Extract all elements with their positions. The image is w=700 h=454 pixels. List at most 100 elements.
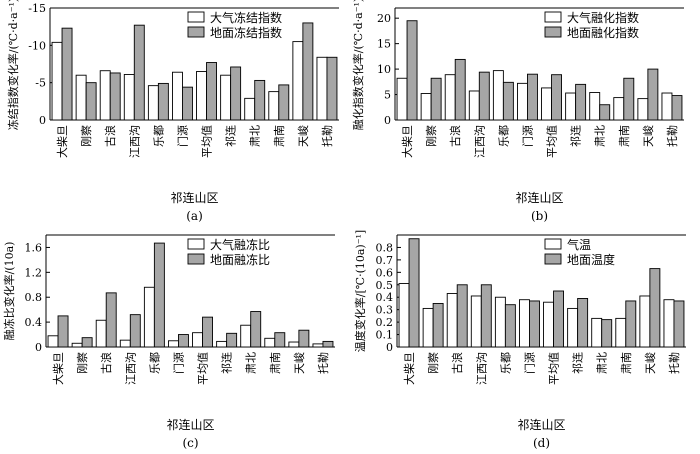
bar-series-2 [250, 311, 262, 348]
y-tick-label: 1.2 [25, 266, 43, 279]
x-tick-label: 肃南 [269, 352, 282, 374]
bar-series-2 [326, 56, 338, 121]
bar-series-1 [168, 340, 179, 348]
x-tick-label: 托勒 [320, 125, 334, 147]
bar-series-1 [519, 299, 530, 348]
bar-series-2 [85, 82, 97, 121]
x-tick-label: 古浪 [99, 352, 113, 374]
bar-series-1 [468, 90, 480, 121]
x-tick-label: 平均值 [546, 125, 559, 158]
legend-swatch [544, 253, 562, 265]
bar-series-1 [268, 91, 280, 121]
bar-series-1 [192, 332, 203, 348]
x-tick-label: 大柴旦 [51, 352, 65, 385]
y-tick-label: 0 [35, 341, 42, 354]
y-tick-label: 0.8 [376, 241, 394, 254]
legend-swatch [544, 238, 562, 250]
legend-swatch [187, 11, 205, 23]
y-tick-label: 20 [377, 12, 391, 25]
bar-series-2 [454, 58, 466, 121]
bar-series-1 [244, 97, 256, 121]
y-tick-label: 0.8 [25, 291, 43, 304]
bar-series-2 [109, 72, 121, 121]
y-tick-label: 0.5 [376, 279, 394, 292]
y-tick-label: 0 [384, 114, 391, 127]
bar-series-1 [47, 335, 59, 348]
bar-series-1 [543, 301, 554, 348]
bar-series-2 [502, 81, 514, 121]
x-tick-label: 门源 [520, 125, 534, 147]
y-tick-label: 1.6 [25, 241, 43, 254]
y-tick-label: -10 [28, 39, 46, 52]
x-tick-label: 托勒 [316, 352, 330, 374]
y-tick-label: 0.7 [376, 254, 394, 267]
x-tick-label: 江西沟 [475, 352, 488, 385]
bar-series-1 [446, 293, 458, 348]
bar-series-2 [671, 95, 683, 121]
bar-series-2 [322, 340, 334, 348]
bar-series-1 [264, 337, 276, 348]
bar-series-1 [517, 82, 528, 121]
bar-series-1 [216, 340, 228, 348]
bar-series-2 [406, 20, 418, 121]
y-tick-label: 0 [39, 114, 46, 127]
y-tick-label: 0 [386, 341, 393, 354]
y-tick-label: 0.6 [376, 266, 394, 279]
bar-series-1 [663, 299, 675, 348]
bar-series-2 [129, 314, 141, 348]
x-axis-label: 祁连山区 [166, 417, 214, 432]
bar-series-1 [639, 295, 651, 348]
bar-series-1 [143, 286, 155, 348]
bar-series-1 [420, 93, 432, 121]
y-axis-label: 温度变化率/[℃·(10a)⁻¹] [353, 230, 367, 352]
y-tick-label: 0.4 [376, 291, 394, 304]
x-tick-label: 古浪 [448, 125, 462, 147]
bar-series-1 [147, 85, 159, 121]
bar-series-1 [444, 74, 456, 121]
bar-series-2 [577, 298, 589, 348]
x-tick-label: 大柴旦 [402, 352, 416, 385]
bar-series-2 [647, 68, 659, 121]
x-tick-label: 古浪 [103, 125, 117, 147]
bar-series-2 [278, 84, 290, 121]
x-tick-label: 肃南 [620, 352, 633, 374]
bar-series-2 [57, 315, 69, 348]
x-tick-label: 肃北 [596, 352, 609, 374]
bar-series-1 [541, 87, 552, 121]
bar-series-2 [182, 86, 193, 121]
bar-series-2 [551, 74, 562, 121]
legend-swatch [187, 253, 205, 265]
x-axis-label: 祁连山区 [515, 190, 563, 205]
x-tick-label: 天峻 [292, 352, 306, 374]
y-tick-label: -5 [35, 77, 46, 90]
bar-series-1 [172, 71, 183, 121]
y-tick-label: 15 [377, 38, 391, 51]
legend-swatch [544, 26, 562, 38]
bar-series-2 [456, 284, 468, 348]
x-tick-label: 肃北 [249, 125, 262, 147]
bar-series-2 [61, 27, 73, 121]
x-tick-label: 天峻 [296, 125, 310, 147]
bar-series-2 [430, 77, 442, 121]
y-tick-label: 0.4 [25, 316, 43, 329]
y-axis-label: 融冻比变化率/(10a) [2, 242, 16, 341]
bar-series-2 [408, 238, 420, 348]
bar-series-2 [178, 334, 189, 348]
legend-swatch [187, 238, 205, 250]
bar-series-2 [226, 332, 238, 348]
x-tick-label: 江西沟 [473, 125, 486, 158]
legend-label: 大气融化指数 [567, 10, 639, 25]
x-tick-label: 肃南 [618, 125, 631, 147]
x-tick-label: 乐都 [148, 352, 161, 374]
x-axis-label: 祁连山区 [170, 190, 218, 205]
bar-series-2 [206, 62, 217, 121]
x-tick-label: 祁连 [224, 125, 238, 147]
bar-series-1 [240, 324, 252, 348]
y-tick-label: 0.3 [376, 304, 394, 317]
bar-series-2 [153, 242, 165, 348]
bar-series-1 [661, 92, 673, 121]
bar-series-1 [316, 56, 328, 121]
bar-series-2 [478, 71, 490, 121]
legend-label: 大气融冻比 [210, 237, 270, 252]
